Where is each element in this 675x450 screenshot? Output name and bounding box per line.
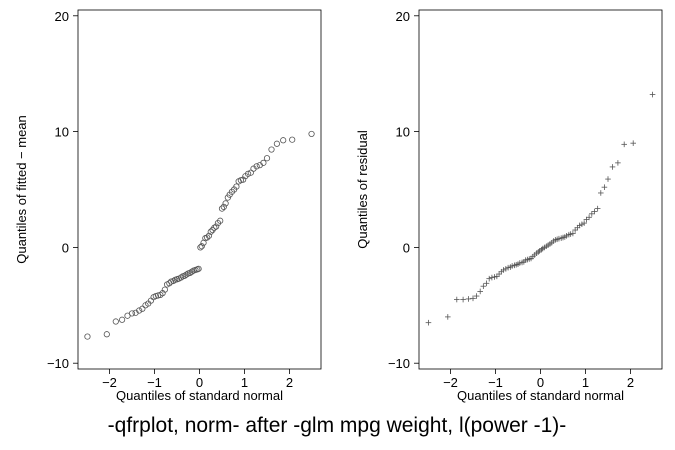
y-tick-label: 20 xyxy=(55,9,69,24)
data-point xyxy=(84,333,91,340)
y-axis-title: Quantiles of residual xyxy=(355,130,370,249)
data-point xyxy=(601,184,608,190)
x-tick-label: 1 xyxy=(582,375,589,390)
y-tick-label: −10 xyxy=(47,356,69,371)
data-point xyxy=(136,307,143,314)
data-point xyxy=(470,295,476,302)
x-tick-label: −1 xyxy=(488,375,503,390)
data-point xyxy=(609,164,616,170)
data-point xyxy=(591,208,598,215)
data-point xyxy=(103,331,110,338)
figure-caption: -qfrplot, norm- after -glm mpg weight, l… xyxy=(108,414,567,437)
data-point xyxy=(454,296,460,303)
x-tick-label: 1 xyxy=(241,375,248,390)
data-point xyxy=(195,265,202,272)
data-point xyxy=(204,234,211,241)
y-tick-label: 10 xyxy=(396,125,410,140)
y-tick-label: 20 xyxy=(396,9,410,24)
data-point xyxy=(445,314,451,320)
data-point xyxy=(489,274,495,281)
data-point xyxy=(273,140,280,147)
data-point xyxy=(483,280,490,287)
data-point xyxy=(630,140,636,146)
data-point xyxy=(207,228,214,235)
data-point xyxy=(621,141,627,148)
plot-frame xyxy=(418,9,663,370)
x-tick-label: 2 xyxy=(286,375,293,390)
data-point xyxy=(465,296,472,302)
data-point xyxy=(213,223,220,230)
data-point xyxy=(211,224,218,231)
data-point xyxy=(128,310,136,317)
x-axis-title: Quantiles of standard normal xyxy=(116,388,283,403)
data-point xyxy=(217,217,224,224)
data-point xyxy=(308,130,315,138)
data-point xyxy=(460,296,466,303)
data-point xyxy=(170,277,177,285)
data-point xyxy=(589,211,595,217)
data-point xyxy=(486,275,492,282)
data-point xyxy=(139,305,146,312)
data-point xyxy=(188,268,195,275)
data-point xyxy=(112,318,119,325)
data-point xyxy=(233,183,240,190)
x-axis-title: Quantiles of standard normal xyxy=(457,388,624,403)
x-tick-label: 0 xyxy=(537,375,544,390)
y-tick-label: −10 xyxy=(388,356,410,371)
data-point xyxy=(268,146,275,153)
data-point xyxy=(260,159,267,166)
data-point xyxy=(197,244,204,251)
data-point xyxy=(477,288,483,295)
data-point xyxy=(119,316,126,323)
y-tick-label: 0 xyxy=(62,240,69,255)
data-point xyxy=(570,230,576,237)
data-point xyxy=(425,319,432,326)
data-point xyxy=(177,274,185,281)
data-point xyxy=(220,203,227,210)
data-point xyxy=(245,170,252,177)
data-point xyxy=(581,220,587,226)
data-point xyxy=(649,91,656,98)
data-point xyxy=(594,205,601,212)
data-point xyxy=(222,200,229,207)
data-point xyxy=(473,293,480,299)
data-point xyxy=(263,155,271,162)
data-point xyxy=(280,137,287,144)
data-point xyxy=(586,214,592,221)
data-point xyxy=(538,246,545,253)
data-point xyxy=(598,190,604,196)
y-tick-label: 10 xyxy=(55,125,69,140)
data-point xyxy=(605,176,611,182)
x-tick-label: −2 xyxy=(443,375,458,390)
data-point xyxy=(198,243,205,250)
y-tick-label: 0 xyxy=(403,240,410,255)
data-point xyxy=(289,136,296,143)
plot-frame xyxy=(77,9,322,370)
x-tick-label: −2 xyxy=(102,375,117,390)
data-point xyxy=(615,160,621,166)
data-point xyxy=(183,271,190,278)
x-tick-label: −1 xyxy=(147,375,162,390)
x-tick-label: 2 xyxy=(627,375,634,390)
data-point xyxy=(583,216,590,223)
data-point xyxy=(253,163,260,170)
data-point xyxy=(480,283,487,289)
data-point xyxy=(535,249,542,255)
data-point xyxy=(205,232,213,239)
x-tick-label: 0 xyxy=(196,375,203,390)
data-point xyxy=(218,205,226,212)
y-axis-title: Quantiles of fitted − mean xyxy=(14,115,29,264)
data-point xyxy=(161,286,168,293)
